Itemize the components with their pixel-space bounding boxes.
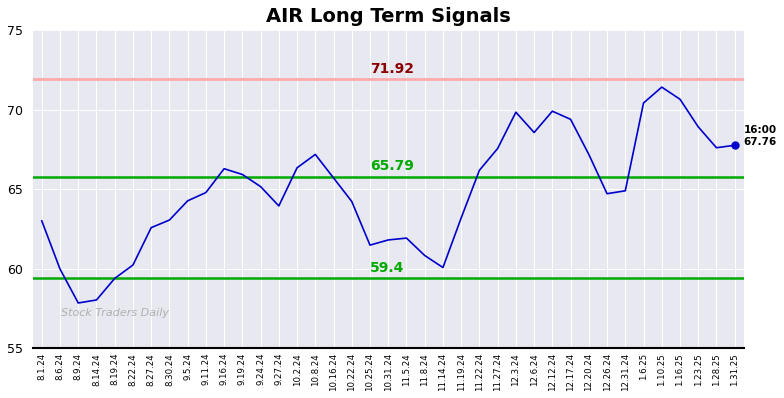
- Text: 59.4: 59.4: [370, 261, 405, 275]
- Text: 16:00
67.76: 16:00 67.76: [744, 125, 777, 146]
- Text: 65.79: 65.79: [370, 159, 414, 174]
- Text: 71.92: 71.92: [370, 62, 414, 76]
- Text: Stock Traders Daily: Stock Traders Daily: [61, 308, 169, 318]
- Title: AIR Long Term Signals: AIR Long Term Signals: [266, 7, 510, 26]
